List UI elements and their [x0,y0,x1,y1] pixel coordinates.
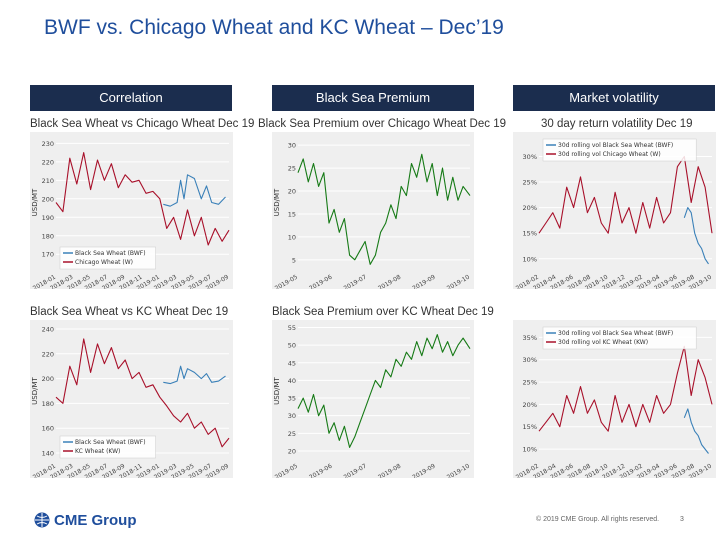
y-tick-label: 30 [288,412,296,420]
y-tick-label: 170 [42,251,54,259]
cme-logo: CME Group [34,511,137,529]
y-tick-label: 25 [288,430,296,438]
y-tick-label: 25% [523,379,537,387]
y-tick-label: 240 [42,325,54,333]
x-tick-label: 2019-09 [411,274,436,289]
x-tick-label: 2019-07 [343,274,368,289]
y-tick-label: 10% [523,255,537,263]
y-tick-label: 20 [288,447,296,455]
y-tick-label: 180 [42,400,54,408]
x-tick-label: 2019-06 [308,274,333,289]
x-tick-label: 2019-08 [377,463,402,478]
series-line-bwf [163,365,226,385]
chart-volatility-chicago: 10% 15% 20% 25% 30% 2018-02 2018-04 2018-06 2018… [513,132,716,292]
y-axis-label: USD/MT [273,376,281,404]
y-tick-label: 190 [42,214,54,222]
y-tick-label: 200 [42,195,54,203]
legend-box [542,326,697,350]
page-title: BWF vs. Chicago Wheat and KC Wheat – Dec… [44,16,504,39]
y-tick-label: 55 [288,324,296,332]
y-tick-label: 35% [523,334,537,342]
legend-entry: Black Sea Wheat (BWF) [75,250,146,257]
x-tick-label: 2019-05 [274,463,299,478]
series-line-bwf [683,207,709,265]
chart-title-c2: Black Sea Premium over Chicago Wheat Dec… [258,118,506,130]
x-tick-label: 2019-10 [446,463,471,478]
y-tick-label: 230 [42,140,54,148]
legend-entry: Black Sea Wheat (BWF) [75,439,146,446]
globe-icon [34,512,50,528]
chart-volatility-kc: 10% 15% 20% 25% 30% 35% 2018-02 2018-04 2018-06 2… [513,320,716,481]
y-tick-label: 220 [42,158,54,166]
chart-correlation-kc: 140 160 180 200 220 240 2018-01 2018-03 2018-05 2… [30,320,233,481]
y-tick-label: 30% [523,153,537,161]
y-tick-label: 210 [42,177,54,185]
y-tick-label: 180 [42,232,54,240]
series-line-bwf [683,408,709,454]
y-tick-label: 140 [42,450,54,458]
y-tick-label: 160 [42,425,54,433]
copyright: © 2019 CME Group. All rights reserved. [536,516,660,523]
y-tick-label: 20 [288,188,296,196]
y-tick-label: 30% [523,356,537,364]
y-axis-label: USD/MT [31,188,39,216]
y-tick-label: 25% [523,179,537,187]
y-tick-label: 5 [292,256,296,264]
header-correlation: Correlation [30,85,232,111]
y-tick-label: 10% [523,446,537,454]
x-tick-label: 2019-08 [377,274,402,289]
y-tick-label: 20% [523,401,537,409]
y-tick-label: 10 [288,233,296,241]
series-line-red [538,155,713,234]
legend-entry: KC Wheat (KW) [75,448,120,455]
y-tick-label: 35 [288,395,296,403]
series-line-red [55,152,230,246]
page-number: 3 [680,516,684,523]
chart-premium-chicago: 5 10 15 20 25 30 2019-05 2019-06 2019-07 2019-08 2… [272,132,474,292]
y-tick-label: 15% [523,230,537,238]
y-tick-label: 50 [288,342,296,350]
header-market-volatility: Market volatility [513,85,715,111]
chart-premium-kc: 20 25 30 35 40 45 50 55 2019-05 2019-06 2019-07 201… [272,320,474,481]
y-tick-label: 15 [288,210,296,218]
y-axis-label: USD/MT [273,188,281,216]
y-tick-label: 45 [288,359,296,367]
series-line-red [538,345,713,432]
legend-box [59,246,156,270]
header-black-sea-premium: Black Sea Premium [272,85,474,111]
legend-entry: 30d rolling vol Black Sea Wheat (BWF) [558,142,673,149]
y-tick-label: 25 [288,165,296,173]
chart-title-c5: Black Sea Premium over KC Wheat Dec 19 [272,306,494,318]
legend-box [542,138,697,162]
x-tick-label: 2019-07 [343,463,368,478]
series-line-red [55,338,230,448]
logo-text: CME Group [54,511,137,529]
x-tick-label: 2019-09 [411,463,436,478]
legend-entry: 30d rolling vol KC Wheat (KW) [558,339,648,346]
legend-entry: 30d rolling vol Black Sea Wheat (BWF) [558,330,673,337]
series-line-bwf [163,174,226,207]
chart-title-c1: Black Sea Wheat vs Chicago Wheat Dec 19 [30,118,255,130]
legend-entry: 30d rolling vol Chicago Wheat (W) [558,151,661,158]
chart-title-c3: 30 day return volatility Dec 19 [541,118,693,130]
legend-box [59,435,156,459]
x-tick-label: 2019-06 [308,463,333,478]
x-tick-label: 2019-05 [274,274,299,289]
series-line-green [297,153,471,265]
x-tick-label: 2019-10 [446,274,471,289]
y-tick-label: 15% [523,423,537,431]
y-tick-label: 20% [523,204,537,212]
y-tick-label: 30 [288,142,296,150]
chart-title-c4: Black Sea Wheat vs KC Wheat Dec 19 [30,306,229,318]
chart-correlation-chicago: 170 180 190 200 210 220 230 2018-01 2018-03 2018-… [30,132,233,292]
y-tick-label: 200 [42,375,54,383]
y-tick-label: 220 [42,350,54,358]
y-axis-label: USD/MT [31,376,39,404]
series-line-green [297,334,471,448]
y-tick-label: 40 [288,377,296,385]
legend-entry: Chicago Wheat (W) [75,259,133,266]
